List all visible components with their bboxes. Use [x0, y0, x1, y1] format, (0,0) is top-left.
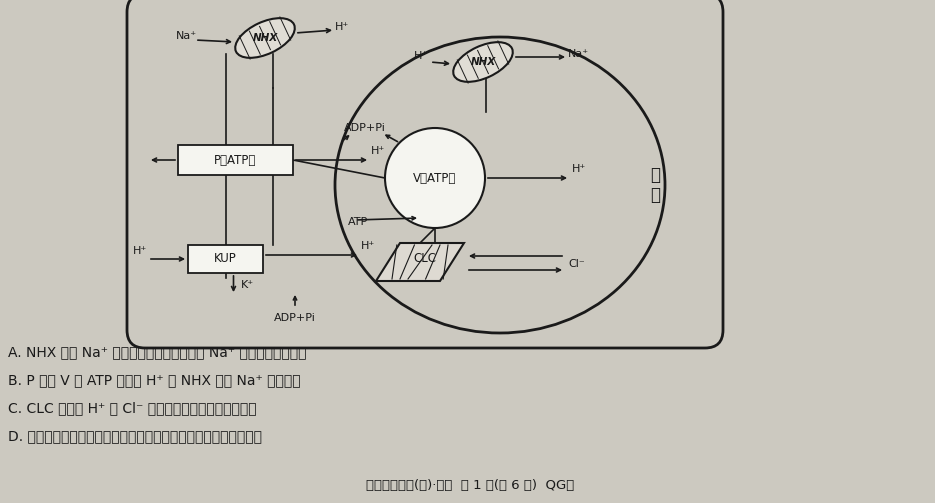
Text: Na⁺: Na⁺	[176, 31, 196, 41]
Text: H⁺: H⁺	[133, 246, 147, 256]
Text: H⁺: H⁺	[572, 164, 586, 174]
Ellipse shape	[385, 128, 485, 228]
Text: ATP: ATP	[348, 217, 368, 227]
Text: Cl⁻: Cl⁻	[568, 259, 585, 269]
Text: V型ATP酶: V型ATP酶	[413, 172, 456, 185]
Text: ADP+Pi: ADP+Pi	[344, 123, 386, 133]
Text: K⁺: K⁺	[241, 280, 254, 290]
Bar	[188, 245, 263, 273]
Text: CLC: CLC	[413, 252, 437, 265]
Text: A. NHX 运输 Na⁺ 有利于降低细胞质基质中 Na⁺ 含量，提高耐盐性: A. NHX 运输 Na⁺ 有利于降低细胞质基质中 Na⁺ 含量，提高耐盐性	[8, 345, 307, 359]
Ellipse shape	[453, 42, 512, 82]
Text: KUP: KUP	[214, 253, 237, 266]
Text: C. CLC 开放后 H⁺ 和 Cl⁻ 顺浓度梯度转运属于主动运输: C. CLC 开放后 H⁺ 和 Cl⁻ 顺浓度梯度转运属于主动运输	[8, 401, 256, 415]
Text: P型ATP酶: P型ATP酶	[214, 153, 257, 166]
Text: H⁺: H⁺	[335, 22, 349, 32]
Text: D. 一种转运蛋白可转运多种离子，一种离子可由多种转运蛋白转运: D. 一种转运蛋白可转运多种离子，一种离子可由多种转运蛋白转运	[8, 429, 262, 443]
Polygon shape	[376, 243, 464, 281]
Text: H⁺: H⁺	[414, 51, 428, 61]
Text: Na⁺: Na⁺	[568, 49, 588, 59]
Text: NHX: NHX	[470, 57, 496, 67]
Text: H⁺: H⁺	[371, 146, 385, 156]
Text: B. P 型和 V 型 ATP 酶转运 H⁺ 为 NHX 转运 Na⁺ 提供动力: B. P 型和 V 型 ATP 酶转运 H⁺ 为 NHX 转运 Na⁺ 提供动力	[8, 373, 301, 387]
Text: NHX: NHX	[252, 33, 278, 43]
Text: ADP+Pi: ADP+Pi	[274, 313, 316, 323]
Text: 液
泡: 液 泡	[650, 165, 660, 204]
Bar	[178, 145, 293, 175]
Ellipse shape	[236, 18, 295, 58]
Text: H⁺: H⁺	[361, 241, 375, 251]
Text: 【分科综合卷(一)·生物  第 1 页(共 6 页)  QG】: 【分科综合卷(一)·生物 第 1 页(共 6 页) QG】	[366, 479, 574, 492]
